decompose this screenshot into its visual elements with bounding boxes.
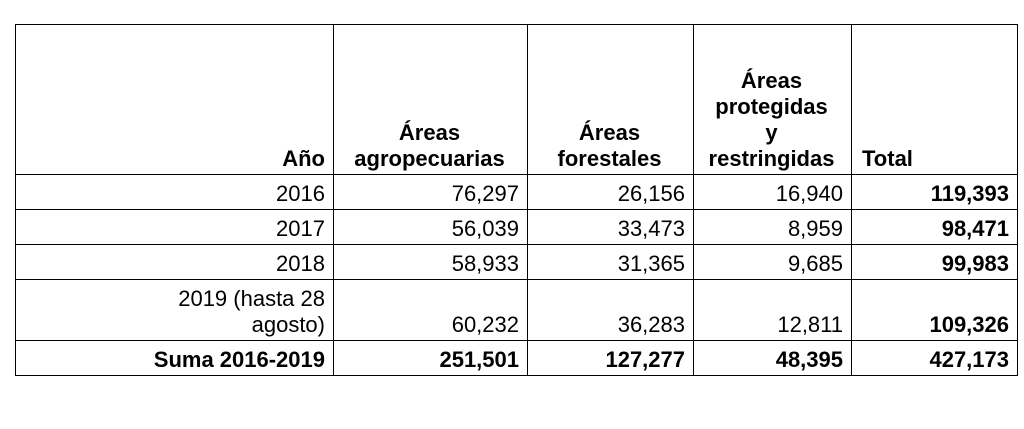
cell-agro: 58,933 (333, 244, 528, 280)
deforestation-table: Año Áreas agropecuarias Áreas forestales… (15, 24, 1018, 376)
cell-year-line: 2018 (276, 251, 325, 276)
header-row: Año Áreas agropecuarias Áreas forestales… (15, 24, 1018, 175)
cell-year-line: 2019 (hasta 28 (178, 286, 325, 311)
cell-agro: 76,297 (333, 174, 528, 210)
cell-protected: 12,811 (693, 279, 852, 341)
header-protected-line: restringidas (708, 146, 835, 171)
cell-forest: 33,473 (527, 209, 694, 245)
header-agro: Áreas agropecuarias (333, 24, 528, 175)
cell-year: 2018 (15, 244, 334, 280)
cell-forest: 36,283 (527, 279, 694, 341)
cell-total: 98,471 (851, 209, 1018, 245)
header-year: Año (15, 24, 334, 175)
cell-year: 2016 (15, 174, 334, 210)
cell-agro: 56,039 (333, 209, 528, 245)
cell-year-line: agosto) (251, 312, 325, 337)
table-row: 2016 76,297 26,156 16,940 119,393 (15, 174, 1018, 210)
cell-agro: 60,232 (333, 279, 528, 341)
cell-year-line: 2017 (276, 216, 325, 241)
data-table-container: Año Áreas agropecuarias Áreas forestales… (15, 24, 1018, 376)
header-protected-line: Áreas (740, 68, 803, 93)
cell-year-line: 2016 (276, 181, 325, 206)
header-agro-line: Áreas (398, 120, 461, 145)
cell-total: 119,393 (851, 174, 1018, 210)
header-forest: Áreas forestales (527, 24, 694, 175)
cell-protected: 8,959 (693, 209, 852, 245)
sum-total: 427,173 (851, 340, 1018, 376)
header-protected-line: y (765, 120, 778, 145)
cell-protected: 9,685 (693, 244, 852, 280)
sum-row: Suma 2016-2019 251,501 127,277 48,395 42… (15, 340, 1018, 376)
table-row: 2019 (hasta 28 agosto) 60,232 36,283 12,… (15, 279, 1018, 341)
cell-total: 99,983 (851, 244, 1018, 280)
cell-year: 2019 (hasta 28 agosto) (15, 279, 334, 341)
header-agro-line: agropecuarias (354, 146, 505, 171)
sum-forest: 127,277 (527, 340, 694, 376)
table-row: 2017 56,039 33,473 8,959 98,471 (15, 209, 1018, 245)
header-protected-line: protegidas (715, 94, 828, 119)
header-forest-line: forestales (557, 146, 662, 171)
header-protected: Áreas protegidas y restringidas (693, 24, 852, 175)
cell-forest: 26,156 (527, 174, 694, 210)
header-total: Total (851, 24, 1018, 175)
cell-forest: 31,365 (527, 244, 694, 280)
sum-label: Suma 2016-2019 (15, 340, 334, 376)
cell-total: 109,326 (851, 279, 1018, 341)
cell-year: 2017 (15, 209, 334, 245)
table-row: 2018 58,933 31,365 9,685 99,983 (15, 244, 1018, 280)
cell-protected: 16,940 (693, 174, 852, 210)
sum-agro: 251,501 (333, 340, 528, 376)
header-forest-line: Áreas (578, 120, 641, 145)
sum-protected: 48,395 (693, 340, 852, 376)
